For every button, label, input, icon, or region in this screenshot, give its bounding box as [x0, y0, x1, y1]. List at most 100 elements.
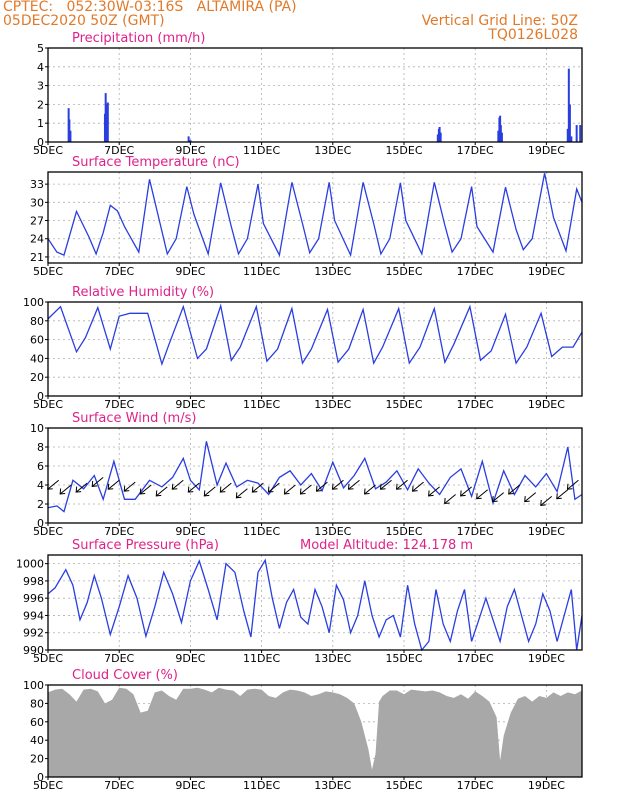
precip-bar: [189, 140, 192, 142]
precip-bar: [500, 132, 503, 142]
temp-series-line: [47, 173, 583, 258]
precip-xtick-label: 11DEC: [243, 144, 280, 157]
wind-wind-arrow-head: [524, 496, 530, 503]
cloud-xtick-label: 11DEC: [243, 779, 280, 792]
wind-wind-arrow-head: [508, 488, 514, 495]
wind-wind-arrow: [220, 482, 232, 493]
wind-wind-arrow-head: [556, 493, 562, 500]
wind-xtick-label: 19DEC: [528, 525, 565, 538]
wind-wind-arrow: [492, 492, 504, 502]
pressure-xtick-label: 7DEC: [104, 652, 134, 665]
temp-xtick-label: 13DEC: [314, 265, 351, 278]
precip-bar: [104, 93, 107, 142]
precip-bar: [499, 125, 502, 142]
rh-title: Relative Humidity (%): [72, 285, 214, 300]
header-grid-line: Vertical Grid Line: 50Z: [421, 13, 578, 29]
wind-wind-arrow-head: [315, 485, 322, 492]
wind-ytick-label: 0: [37, 517, 44, 530]
cloud-xtick-label: 13DEC: [314, 779, 351, 792]
wind-wind-arrow: [396, 479, 408, 490]
wind-wind-arrow: [300, 484, 312, 495]
wind-xtick-label: 7DEC: [104, 525, 134, 538]
cloud-area: [48, 687, 582, 777]
wind-wind-arrow: [252, 482, 264, 493]
precip-bar: [566, 128, 569, 142]
rh-ytick-label: 100: [23, 296, 44, 309]
cloud-frame: [47, 684, 583, 778]
wind-xtick-label: 15DEC: [385, 525, 422, 538]
wind-wind-arrow-head: [444, 497, 450, 505]
pressure-ytick-label: 996: [23, 592, 44, 605]
wind-wind-arrow-head: [363, 488, 370, 495]
precip-bar: [187, 136, 190, 142]
precip-title: Precipitation (mm/h): [72, 31, 205, 46]
wind-wind-arrow: [316, 481, 328, 492]
precip-xtick-label: 5DEC: [33, 144, 63, 157]
wind-wind-arrow: [59, 484, 72, 495]
rh-xtick-label: 15DEC: [385, 398, 422, 411]
temp-ytick-label: 24: [30, 233, 44, 246]
pressure-xtick-label: 9DEC: [175, 652, 205, 665]
wind-ytick-label: 8: [37, 441, 44, 454]
wind-wind-arrow-head: [123, 485, 130, 492]
rh-ytick-label: 40: [30, 352, 44, 365]
rh-xtick-label: 9DEC: [175, 398, 205, 411]
wind-wind-arrow: [524, 492, 537, 502]
precip-xtick-label: 19DEC: [528, 144, 565, 157]
temp-xtick-label: 9DEC: [175, 265, 205, 278]
wind-wind-arrow: [444, 494, 456, 504]
precip-frame: [47, 47, 583, 143]
header-location: CPTEC: 052:30W-03:16S ALTAMIRA (PA): [3, 0, 297, 15]
wind-wind-arrow-head: [428, 490, 434, 497]
temp-ytick-label: 21: [30, 251, 44, 264]
cloud-ytick-label: 0: [37, 771, 44, 784]
pressure-ytick-label: 998: [23, 575, 44, 588]
wind-wind-arrow-head: [219, 486, 226, 493]
wind-wind-arrow: [91, 477, 104, 487]
precip-bar: [438, 126, 441, 142]
precip-bar: [436, 134, 439, 142]
temp-xtick-label: 5DEC: [33, 265, 63, 278]
wind-xtick-label: 13DEC: [314, 525, 351, 538]
rh-ytick-label: 60: [30, 334, 44, 347]
wind-wind-arrow-head: [75, 486, 82, 493]
pressure-xtick-label: 11DEC: [243, 652, 280, 665]
rh-frame: [47, 301, 583, 397]
wind-wind-arrow-head: [396, 483, 402, 490]
cloud-xtick-label: 9DEC: [175, 779, 205, 792]
precip-xtick-label: 7DEC: [104, 144, 134, 157]
precip-xtick-label: 17DEC: [457, 144, 494, 157]
temp-xtick-label: 7DEC: [104, 265, 134, 278]
wind-xtick-label: 5DEC: [33, 525, 63, 538]
precip-bar: [68, 119, 71, 142]
cloud-xtick-label: 15DEC: [385, 779, 422, 792]
wind-ytick-label: 2: [37, 498, 44, 511]
precip-bar: [497, 130, 500, 142]
wind-xtick-label: 11DEC: [243, 525, 280, 538]
pressure-xtick-label: 13DEC: [314, 652, 351, 665]
cloud-xtick-label: 17DEC: [457, 779, 494, 792]
pressure-ytick-label: 1000: [16, 558, 44, 571]
precip-bar: [69, 130, 72, 142]
temp-xtick-label: 11DEC: [243, 265, 280, 278]
wind-wind-arrow-head: [155, 490, 162, 497]
precip-ytick-label: 1: [37, 117, 44, 130]
rh-xtick-label: 7DEC: [104, 398, 134, 411]
precip-bar: [575, 125, 578, 142]
wind-ytick-label: 10: [30, 422, 44, 435]
wind-wind-arrow: [204, 486, 216, 497]
wind-wind-arrow-head: [379, 483, 386, 490]
cloud-ytick-label: 60: [30, 716, 44, 729]
wind-wind-arrow: [171, 479, 184, 490]
wind-wind-arrow: [268, 482, 280, 493]
precip-bar: [579, 125, 582, 142]
precip-bar: [106, 102, 109, 142]
cloud-ytick-label: 20: [30, 753, 44, 766]
precip-xtick-label: 13DEC: [314, 144, 351, 157]
wind-wind-arrow-head: [476, 493, 482, 500]
wind-wind-arrow-head: [139, 488, 146, 495]
wind-wind-arrow: [508, 484, 521, 495]
wind-wind-arrow-head: [235, 492, 242, 499]
